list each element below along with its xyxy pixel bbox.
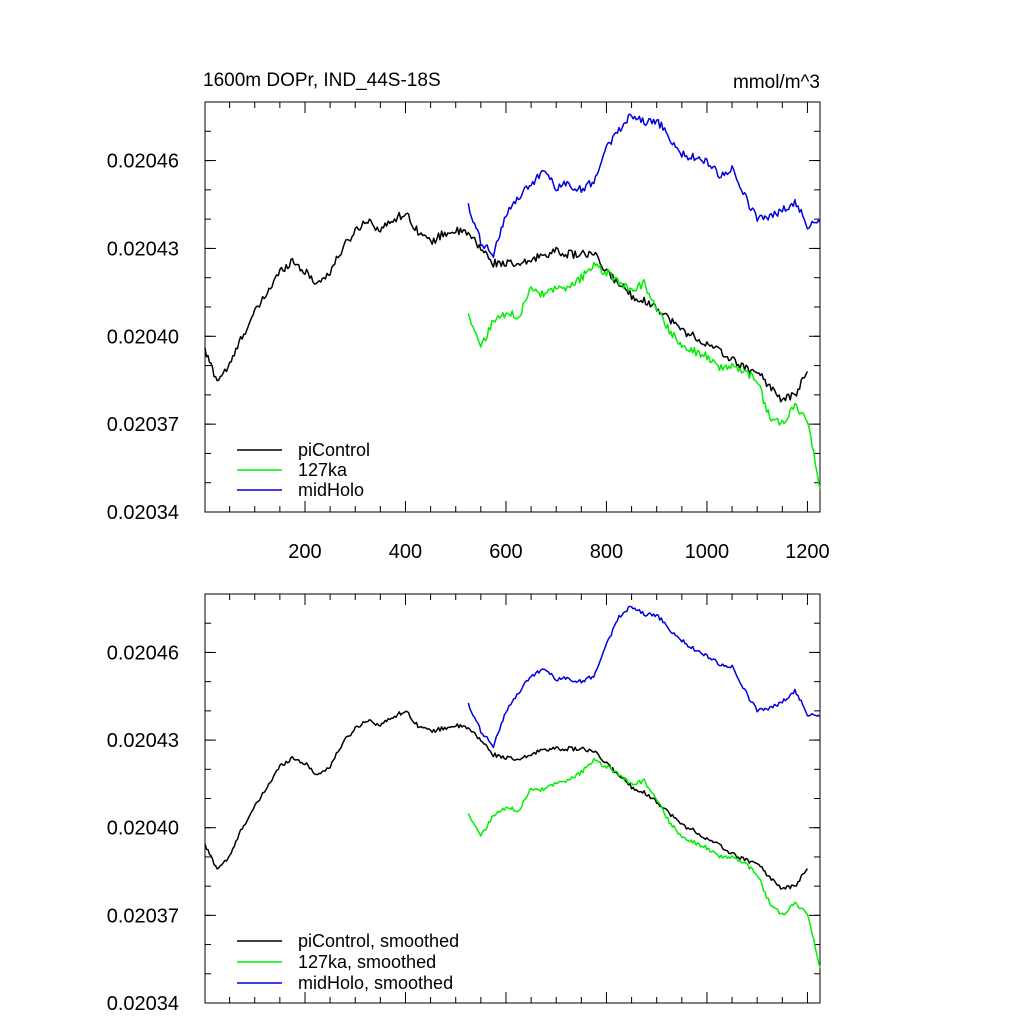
top-ytick-label: 0.02037 <box>107 414 179 436</box>
top-legend-label: midHolo <box>298 480 364 500</box>
top-legend-label: 127ka <box>298 460 348 480</box>
bottom-ytick-label: 0.02043 <box>107 730 179 752</box>
top-xtick-label: 600 <box>489 541 522 563</box>
bottom-ytick-label: 0.02037 <box>107 905 179 927</box>
top-ytick-label: 0.02046 <box>107 151 179 173</box>
bottom-series-line-midHolo <box>467 605 821 749</box>
top-units-label: mmol/m^3 <box>733 72 820 93</box>
top-ytick-label: 0.02034 <box>107 502 179 524</box>
top-series-line-piControl <box>204 211 809 403</box>
bottom-legend-label: 127ka, smoothed <box>298 952 436 972</box>
top-series-line-127ka <box>467 261 821 489</box>
top-xtick-label: 1200 <box>785 541 830 563</box>
bottom-series-line-piControl <box>204 710 809 890</box>
top-xtick-label: 400 <box>389 541 422 563</box>
bottom-series-line-127ka <box>467 757 821 969</box>
panel-bottom: 0.02034 0.02037 0.02040 0.02043 0.02046 piCon… <box>107 593 821 1015</box>
panel-top: 0.02034 0.02037 0.02040 0.02043 0.02046 200 40… <box>107 70 830 563</box>
bottom-legend-label: midHolo, smoothed <box>298 973 453 993</box>
bottom-ytick-label: 0.02034 <box>107 993 179 1015</box>
top-legend-label: piControl <box>298 440 370 460</box>
top-series-line-midHolo <box>467 113 821 258</box>
top-chart-title: 1600m DOPr, IND_44S-18S <box>203 70 441 91</box>
top-ytick-label: 0.02043 <box>107 238 179 260</box>
bottom-ytick-label: 0.02046 <box>107 642 179 664</box>
top-xtick-label: 1000 <box>685 541 730 563</box>
bottom-ytick-label: 0.02040 <box>107 818 179 840</box>
top-xtick-label: 800 <box>590 541 623 563</box>
top-xtick-label: 200 <box>288 541 321 563</box>
top-ytick-label: 0.02040 <box>107 326 179 348</box>
bottom-legend-label: piControl, smoothed <box>298 931 459 951</box>
